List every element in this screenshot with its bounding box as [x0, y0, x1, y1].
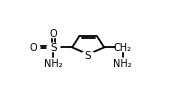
- Text: O: O: [30, 43, 37, 53]
- Circle shape: [116, 44, 129, 52]
- Text: NH₂: NH₂: [114, 58, 132, 68]
- Text: S: S: [50, 43, 57, 53]
- Circle shape: [47, 59, 60, 68]
- Circle shape: [82, 52, 95, 60]
- Circle shape: [47, 30, 60, 38]
- Circle shape: [27, 44, 40, 52]
- Circle shape: [116, 59, 129, 68]
- Text: NH₂: NH₂: [44, 58, 63, 68]
- Text: S: S: [85, 51, 92, 61]
- Circle shape: [47, 44, 60, 52]
- Text: CH₂: CH₂: [114, 43, 132, 53]
- Text: O: O: [50, 29, 57, 39]
